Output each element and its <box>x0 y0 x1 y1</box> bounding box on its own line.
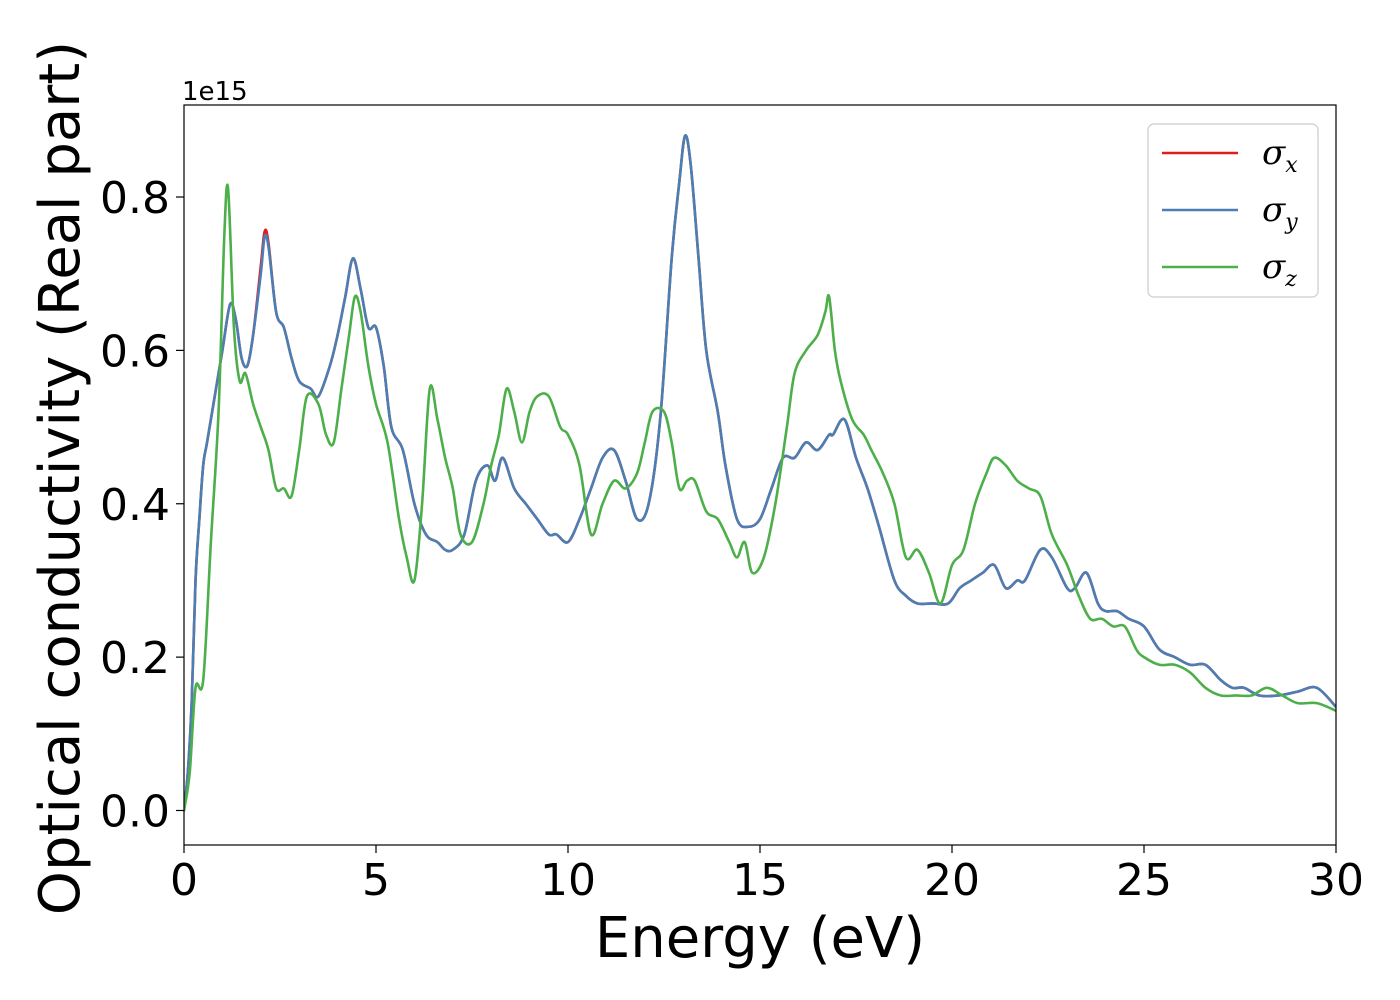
y-tick-label: 0.4 <box>100 480 170 531</box>
x-tick-label: 20 <box>924 855 980 906</box>
x-tick-label: 30 <box>1308 855 1364 906</box>
legend-label-z: σz <box>1262 247 1297 292</box>
y-tick-label: 0.2 <box>100 633 170 684</box>
y-axis-ticks: 0.0 0.2 0.4 0.6 0.8 <box>100 173 184 837</box>
y-offset-label: 1e15 <box>182 77 248 107</box>
x-tick-label: 0 <box>170 855 198 906</box>
x-tick-label: 10 <box>540 855 596 906</box>
x-axis-ticks: 0 5 10 15 20 25 30 <box>170 845 1364 906</box>
x-tick-label: 15 <box>732 855 788 906</box>
legend: σx σy σz <box>1147 123 1319 298</box>
series-layer <box>184 134 1336 812</box>
series-line-z <box>184 183 1336 812</box>
legend-label-y: σy <box>1262 190 1298 235</box>
series-line-y <box>184 134 1336 812</box>
x-axis-label: Energy (eV) <box>595 906 925 971</box>
y-tick-label: 0.0 <box>100 786 170 837</box>
x-tick-label: 5 <box>362 855 390 906</box>
y-axis-label: Optical conductivity (Real part) <box>28 41 93 915</box>
y-tick-label: 0.6 <box>100 326 170 377</box>
x-tick-label: 25 <box>1116 855 1172 906</box>
legend-label-x: σx <box>1262 133 1298 178</box>
y-tick-label: 0.8 <box>100 173 170 224</box>
